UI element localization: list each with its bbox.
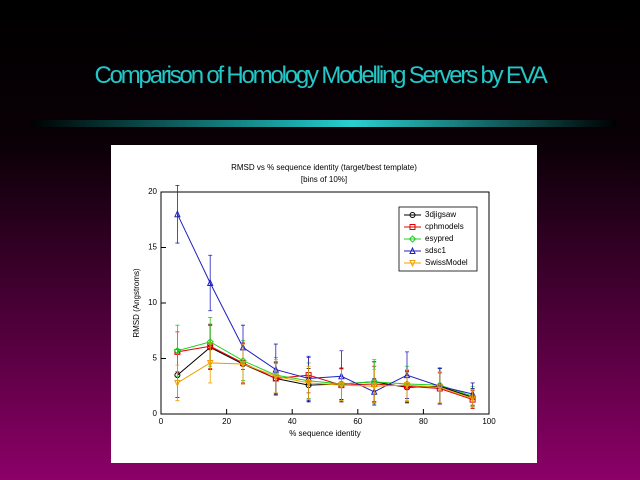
x-tick-label: 80	[419, 417, 428, 426]
point	[370, 383, 378, 391]
y-tick-label: 0	[153, 409, 158, 418]
point	[173, 347, 182, 355]
point	[239, 361, 247, 369]
y-axis-label: RMSD (Angstroms)	[132, 268, 141, 338]
x-tick-label: 40	[288, 417, 297, 426]
legend-label: cphmodels	[425, 222, 464, 231]
error-bar	[175, 184, 180, 244]
point	[338, 382, 345, 390]
point	[206, 278, 214, 287]
title-bar	[30, 120, 616, 127]
y-tick-label: 10	[148, 298, 157, 307]
x-axis-label: % sequence identity	[289, 429, 361, 438]
legend-label: sdsc1	[425, 246, 446, 255]
point	[469, 396, 476, 403]
point	[305, 379, 312, 388]
chart-title: RMSD vs % sequence identity (target/best…	[231, 163, 417, 172]
point	[174, 379, 181, 388]
legend-label: SwissModel	[425, 258, 468, 267]
y-tick-label: 5	[153, 354, 158, 363]
x-tick-label: 100	[482, 417, 496, 426]
series-line	[177, 346, 473, 398]
point	[403, 382, 411, 390]
slide-title: Comparison of Homology Modelling Servers…	[94, 62, 547, 89]
x-tick-label: 0	[159, 417, 164, 426]
point	[436, 384, 444, 392]
legend-label: 3djigsaw	[425, 210, 456, 219]
point	[174, 209, 181, 218]
x-tick-label: 20	[222, 417, 231, 426]
point	[272, 373, 280, 381]
chart-background	[111, 145, 537, 463]
point	[206, 359, 214, 368]
legend-label: esypred	[425, 234, 453, 243]
series-line	[177, 362, 473, 399]
point	[305, 372, 312, 379]
series-line	[176, 213, 473, 395]
point	[174, 348, 181, 355]
x-tick-label: 60	[353, 417, 362, 426]
series-line	[177, 345, 473, 401]
point	[409, 246, 416, 254]
point	[409, 224, 416, 230]
chart-subtitle: [bins of 10%]	[301, 175, 347, 184]
y-tick-label: 15	[148, 243, 157, 252]
point	[408, 235, 417, 243]
error-bar	[175, 364, 180, 402]
point	[469, 395, 476, 403]
point	[409, 260, 416, 268]
chart: RMSD vs % sequence identity (target/best…	[111, 145, 537, 463]
point	[409, 212, 416, 218]
y-tick-label: 20	[148, 187, 157, 196]
series-line	[177, 341, 473, 397]
